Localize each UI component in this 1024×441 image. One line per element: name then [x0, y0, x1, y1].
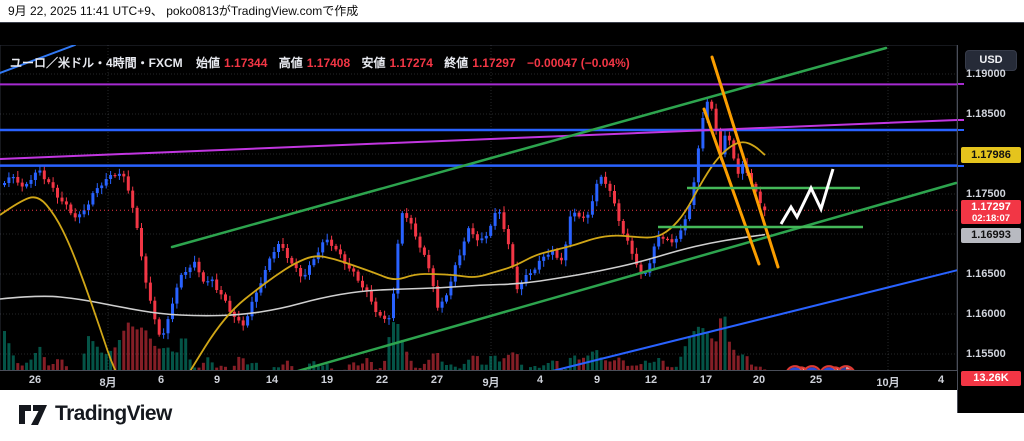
blue-diagonal-topleft[interactable]	[0, 45, 76, 74]
price-tick: 1.18500	[966, 108, 1006, 120]
tradingview-logo-icon	[19, 405, 47, 425]
tradingview-logo-text: TradingView	[55, 402, 172, 425]
time-axis[interactable]: 26 8月 6 9 14 19 22 27 9月 4 9 12 17 20 25 10月 4	[0, 370, 1024, 390]
time-tick: 9	[593, 374, 601, 386]
time-tick: 27	[430, 374, 444, 386]
yellow-ma-price-label: 1.17986	[961, 147, 1021, 164]
low-value: 1.17274	[389, 56, 433, 70]
ohlc-header[interactable]: ユーロ／米ドル・4時間・FXCM 始値 1.17344 高値 1.17408 安値 1…	[10, 54, 638, 70]
currency-toggle-button[interactable]: USD	[965, 50, 1017, 71]
high-value: 1.17408	[306, 56, 351, 70]
last-price-value: 1.17297	[971, 201, 1011, 214]
snapshot-attribution: 9月 22, 2025 11:41 UTC+9、 poko0813がTradin…	[0, 0, 1024, 22]
price-tick: 1.16500	[966, 268, 1006, 280]
price-chart-canvas[interactable]	[0, 45, 957, 393]
price-tick: 1.15500	[966, 348, 1006, 360]
time-tick: 20	[752, 374, 766, 386]
price-tick: 1.16000	[966, 308, 1006, 320]
time-tick: 22	[375, 374, 389, 386]
line-price-tick	[958, 119, 964, 121]
white-ma-line[interactable]	[0, 233, 766, 317]
open-value: 1.17344	[224, 56, 268, 70]
line-price-tick	[958, 129, 964, 131]
orange-trendline-a[interactable]	[702, 107, 761, 266]
price-tick: 1.17500	[966, 188, 1006, 200]
low-label: 安値	[361, 56, 386, 70]
magenta-diagonal[interactable]	[0, 119, 957, 160]
volume-value-label: 13.26K	[961, 371, 1021, 386]
price-tick: 1.19000	[966, 68, 1006, 80]
time-tick: 14	[265, 374, 279, 386]
time-tick: 17	[699, 374, 713, 386]
high-label: 高値	[278, 56, 303, 70]
time-tick: 9月	[482, 377, 500, 389]
price-axis[interactable]: USD 1.19000 1.18500 1.17500 1.16500 1.16000 1…	[957, 45, 1024, 413]
open-label: 始値	[196, 56, 221, 70]
time-tick: 8月	[99, 377, 117, 389]
green-channel-upper[interactable]	[170, 46, 888, 249]
time-tick: 26	[28, 374, 42, 386]
last-price-label: 1.17297 02:18:07	[961, 200, 1021, 225]
green-channel-lower[interactable]	[233, 181, 957, 391]
time-tick: 9	[213, 374, 221, 386]
time-tick: 6	[157, 374, 165, 386]
orange-trendline-b[interactable]	[710, 55, 780, 269]
time-tick: 25	[809, 374, 823, 386]
time-tick: 4	[536, 374, 544, 386]
bar-countdown: 02:18:07	[971, 213, 1011, 225]
time-tick: 19	[320, 374, 334, 386]
white-zigzag-forecast[interactable]	[779, 168, 835, 225]
tradingview-logo[interactable]: TradingView	[18, 402, 172, 426]
close-value: 1.17297	[472, 56, 516, 70]
line-price-tick	[958, 164, 964, 167]
time-tick: 12	[644, 374, 658, 386]
chart-region[interactable]: ユーロ／米ドル・4時間・FXCM 始値 1.17344 高値 1.17408 安値 1…	[0, 22, 1024, 413]
time-tick: 4	[937, 374, 945, 386]
symbol-title[interactable]: ユーロ／米ドル・4時間・FXCM	[10, 56, 183, 70]
white-ma-price-label: 1.16993	[961, 227, 1021, 243]
line-price-tick	[958, 83, 964, 86]
footer-strip: TradingView	[0, 390, 1024, 441]
time-tick: 10月	[876, 377, 900, 389]
change-value: −0.00047 (−0.04%)	[527, 56, 630, 70]
close-label: 終値	[444, 56, 469, 70]
